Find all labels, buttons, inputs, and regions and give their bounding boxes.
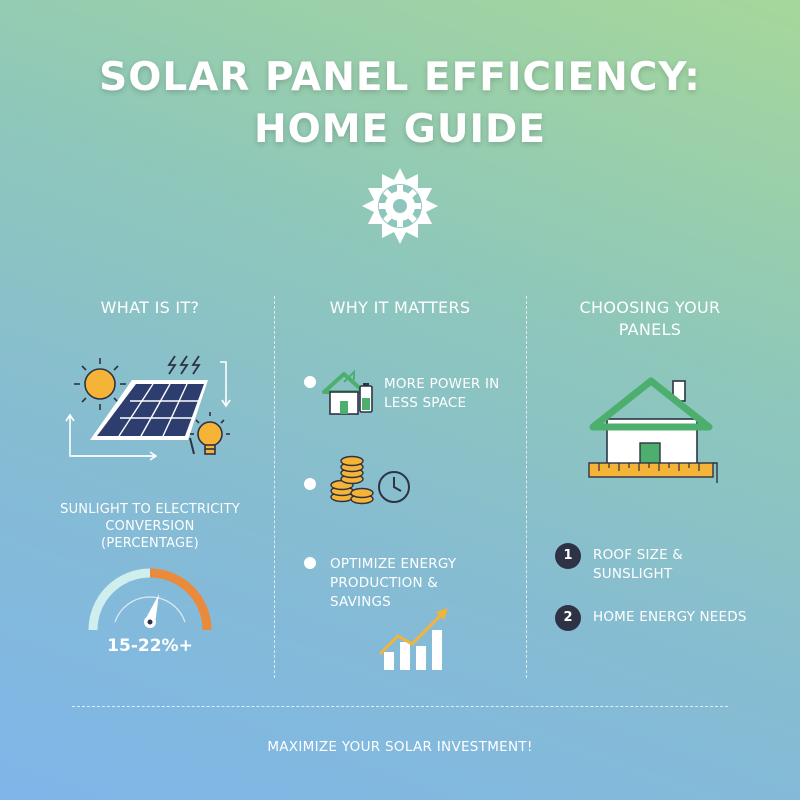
step-2-badge: 2: [555, 605, 581, 631]
bullet-3-line-1: OPTIMIZE ENERGY: [330, 556, 457, 572]
bullet-3: [304, 557, 316, 569]
sun-icon: [74, 358, 126, 410]
description-line-3: (PERCENTAGE): [101, 536, 199, 551]
footer-tagline: MAXIMIZE YOUR SOLAR INVESTMENT!: [267, 739, 533, 755]
choosing-panels-heading: CHOOSING YOUR PANELS: [540, 297, 760, 341]
lightning-icon: [167, 355, 201, 375]
solar-panel-illustration: [65, 355, 231, 461]
step-1-badge: 1: [555, 543, 581, 569]
bullet-1-text: MORE POWER IN LESS SPACE: [384, 375, 499, 413]
what-is-it-description: SUNLIGHT TO ELECTRICITY CONVERSION (PERC…: [40, 501, 260, 552]
step-1-line-1: ROOF SIZE &: [593, 547, 684, 563]
what-is-it-heading: WHAT IS IT?: [100, 298, 200, 317]
bullet-3-line-2: PRODUCTION &: [330, 575, 439, 591]
gauge-needle: [144, 594, 159, 628]
column-divider-left: [274, 296, 275, 678]
choosing-heading-line-2: PANELS: [618, 320, 682, 339]
description-line-2: CONVERSION: [105, 519, 195, 534]
bullet-2: [304, 478, 316, 490]
footer-divider: [72, 706, 728, 707]
growth-chart-icon: [378, 608, 448, 670]
description-line-1: SUNLIGHT TO ELECTRICITY: [60, 502, 240, 517]
why-it-matters-heading: WHY IT MATTERS: [329, 298, 471, 317]
page-title: SOLAR PANEL EFFICIENCY: HOME GUIDE: [0, 52, 800, 156]
gauge-value: 15-22%+: [107, 636, 193, 656]
bullet-3-text: OPTIMIZE ENERGY PRODUCTION & SAVINGS: [330, 555, 456, 612]
efficiency-gauge: [88, 568, 212, 631]
title-line-1: SOLAR PANEL EFFICIENCY:: [99, 55, 701, 100]
column-divider-right: [526, 296, 527, 678]
bullet-1-line-1: MORE POWER IN: [384, 376, 500, 392]
bullet-1-line-2: LESS SPACE: [384, 395, 467, 411]
bullet-3-line-3: SAVINGS: [330, 594, 391, 610]
clock-icon: [378, 471, 410, 503]
bullet-1: [304, 376, 316, 388]
house-battery-icon: [322, 369, 373, 415]
title-line-2: HOME GUIDE: [253, 107, 547, 152]
step-1-text: ROOF SIZE & SUNSLIGHT: [593, 546, 683, 584]
measuring-tape-icon: [588, 462, 718, 483]
panel-icon: [90, 380, 208, 455]
step-1-line-2: SUNSLIGHT: [593, 566, 673, 582]
house-measure-icon: [588, 377, 718, 483]
coins-clock-icon: [330, 455, 410, 505]
step-2-line-1: HOME ENERGY NEEDS: [593, 609, 747, 625]
gear-icon: [362, 168, 438, 244]
step-2-text: HOME ENERGY NEEDS: [593, 608, 747, 627]
light-bulb-icon: [190, 412, 230, 455]
choosing-heading-line-1: CHOOSING YOUR: [579, 298, 721, 317]
